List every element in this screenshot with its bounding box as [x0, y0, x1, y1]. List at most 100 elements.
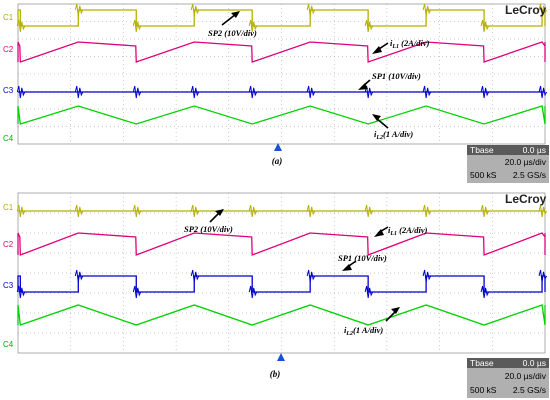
channel-label-c1: C1	[3, 13, 14, 22]
switching-spike	[132, 85, 142, 99]
switching-spike	[248, 85, 258, 99]
switching-spike	[190, 269, 200, 283]
lecroy-logo: LeCroy	[505, 3, 547, 17]
tbase-label: Tbase	[470, 145, 494, 155]
svg-text:SP2 (10V/div): SP2 (10V/div)	[184, 224, 233, 234]
time-per-div: 20.0 µs/div	[505, 157, 547, 167]
arrow-icon	[385, 310, 397, 322]
switching-spike	[190, 85, 200, 99]
switching-spike	[74, 85, 84, 99]
svg-text:SP2 (10V/div): SP2 (10V/div)	[208, 28, 257, 38]
switching-spike	[306, 3, 316, 17]
switching-spike	[248, 285, 258, 299]
switching-spike	[538, 204, 547, 218]
switching-spike	[480, 19, 490, 33]
tbase-label: Tbase	[470, 358, 494, 368]
channel-label-c4: C4	[3, 340, 14, 349]
switching-spike	[364, 204, 374, 218]
switching-spike	[538, 3, 547, 17]
switching-spike	[538, 85, 547, 99]
switching-spike	[248, 19, 258, 33]
switching-spike	[422, 204, 432, 218]
switching-spike	[132, 19, 142, 33]
channel-label-c3: C3	[3, 86, 14, 95]
trigger-marker-icon	[277, 353, 285, 361]
scope-grid	[17, 192, 546, 354]
switching-spike	[74, 204, 84, 218]
sample-rate: 2.5 GS/s	[513, 170, 546, 180]
scope-screen-a: LeCroy C1 C2 C3 C4 SP2 (10V/div) iL1 (2A…	[3, 3, 549, 183]
lecroy-logo: LeCroy	[505, 192, 547, 206]
svg-text:iL2(1 A/div): iL2(1 A/div)	[374, 129, 413, 141]
timebase-info-box: Tbase 0.0 µs 20.0 µs/div 500 kS 2.5 GS/s	[467, 358, 549, 398]
switching-spike	[480, 204, 490, 218]
switching-spike	[422, 85, 432, 99]
trace-c2	[17, 41, 546, 63]
channel-label-c2: C2	[3, 240, 14, 249]
switching-spike	[132, 204, 142, 218]
switching-spike	[74, 3, 84, 17]
switching-spike	[306, 85, 316, 99]
switching-spike	[306, 204, 316, 218]
trace-c4	[17, 105, 546, 125]
svg-text:iL2(1 A/div): iL2(1 A/div)	[344, 325, 383, 337]
tbase-value: 0.0 µs	[523, 145, 546, 155]
arrowhead-icon	[215, 209, 224, 216]
channel-label-c1: C1	[3, 203, 14, 212]
arrowhead-icon	[372, 46, 382, 54]
arrowhead-icon	[342, 264, 352, 271]
arrow-icon	[221, 13, 237, 26]
annotation-il2: iL2(1 A/div)	[344, 307, 400, 337]
switching-spike	[16, 204, 26, 218]
timebase-info-box: Tbase 0.0 µs 20.0 µs/div 500 kS 2.5 GS/s	[467, 145, 549, 183]
arrowhead-icon	[391, 307, 400, 314]
switching-spike	[16, 19, 26, 33]
scope-panel-a: LeCroy C1 C2 C3 C4 SP2 (10V/div) iL1 (2A…	[0, 0, 550, 185]
switching-spike	[480, 85, 490, 99]
scope-traces	[16, 204, 547, 326]
svg-text:iL1 (2A/div): iL1 (2A/div)	[388, 225, 428, 237]
arrowhead-icon	[358, 83, 368, 90]
switching-spike	[422, 3, 432, 17]
switching-spike	[364, 285, 374, 299]
annotation-il1: iL1 (2A/div)	[374, 225, 428, 237]
tbase-value: 0.0 µs	[523, 358, 546, 368]
figure-caption-a: (a)	[272, 156, 283, 166]
switching-spike	[190, 3, 200, 17]
switching-spike	[190, 204, 200, 218]
figure-caption-b: (b)	[270, 369, 281, 379]
trace-c2	[17, 232, 546, 256]
trace-c4	[17, 304, 546, 326]
arrowhead-icon	[231, 11, 240, 18]
switching-spike	[480, 285, 490, 299]
switching-spike	[74, 269, 84, 283]
switching-spike	[538, 269, 547, 283]
sample-count: 500 kS	[470, 385, 497, 395]
trigger-marker-icon	[274, 143, 282, 151]
sample-count: 500 kS	[470, 170, 497, 180]
channel-label-c2: C2	[3, 45, 14, 54]
scope-panel-b: LeCroy C1 C2 C3 C4 SP2 (10V/div) iL1 (2A…	[0, 185, 550, 400]
annotation-il1: iL1 (2A/div)	[372, 38, 430, 54]
sample-rate: 2.5 GS/s	[513, 385, 546, 395]
switching-spike	[16, 285, 26, 299]
switching-spike	[306, 269, 316, 283]
channel-label-c3: C3	[3, 281, 14, 290]
channel-label-c4: C4	[3, 134, 14, 143]
scope-screen-b: LeCroy C1 C2 C3 C4 SP2 (10V/div) iL1 (2A…	[3, 192, 549, 398]
switching-spike	[16, 85, 26, 99]
trace-c1	[17, 9, 546, 27]
time-per-div: 20.0 µs/div	[505, 371, 547, 381]
svg-text:SP1 (10V/div): SP1 (10V/div)	[372, 71, 421, 81]
annotation-sp1: SP1 (10V/div)	[338, 253, 387, 271]
annotation-sp2: SP2 (10V/div)	[208, 11, 257, 38]
switching-spike	[422, 269, 432, 283]
arrowhead-icon	[372, 114, 381, 121]
annotation-il2: iL2(1 A/div)	[372, 114, 413, 141]
annotation-sp1: SP1 (10V/div)	[358, 71, 421, 90]
switching-spike	[248, 204, 258, 218]
svg-text:iL1 (2A/div): iL1 (2A/div)	[390, 38, 430, 50]
switching-spike	[132, 285, 142, 299]
annotation-sp2: SP2 (10V/div)	[184, 209, 233, 234]
switching-spike	[364, 19, 374, 33]
